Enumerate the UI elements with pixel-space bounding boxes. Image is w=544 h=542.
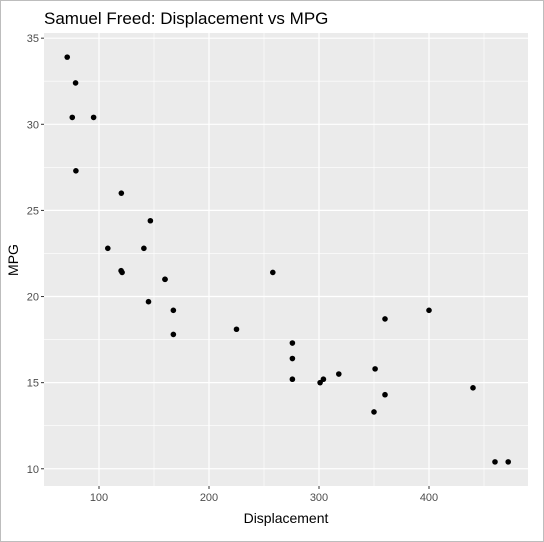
data-point bbox=[73, 80, 79, 86]
data-point bbox=[470, 385, 476, 391]
plot-panel bbox=[44, 33, 528, 486]
data-point bbox=[371, 409, 377, 415]
data-point bbox=[290, 376, 296, 382]
data-point bbox=[119, 270, 125, 276]
y-tick-label: 15 bbox=[27, 378, 39, 390]
chart-title: Samuel Freed: Displacement vs MPG bbox=[44, 9, 328, 28]
data-point bbox=[290, 340, 296, 346]
data-point bbox=[372, 366, 378, 372]
data-point bbox=[270, 270, 276, 276]
data-point bbox=[141, 246, 147, 252]
data-point bbox=[105, 246, 111, 252]
data-point bbox=[148, 218, 154, 224]
y-tick-label: 10 bbox=[27, 464, 39, 476]
x-axis: 100 200 300 400 bbox=[90, 486, 438, 504]
data-point bbox=[91, 115, 97, 121]
data-point bbox=[162, 277, 168, 283]
data-point bbox=[171, 308, 177, 314]
y-axis: 10 15 20 25 30 35 bbox=[27, 33, 44, 476]
data-point bbox=[505, 459, 511, 465]
y-tick-label: 35 bbox=[27, 33, 39, 45]
x-tick-label: 300 bbox=[310, 492, 328, 504]
data-point bbox=[171, 332, 177, 338]
y-tick-label: 20 bbox=[27, 292, 39, 304]
y-tick-label: 25 bbox=[27, 205, 39, 217]
x-tick-label: 100 bbox=[90, 492, 108, 504]
data-point bbox=[382, 316, 388, 322]
y-axis-title: MPG bbox=[5, 244, 21, 276]
data-point bbox=[492, 459, 498, 465]
data-point bbox=[426, 308, 432, 314]
data-point bbox=[119, 190, 125, 196]
data-point bbox=[234, 326, 240, 332]
x-tick-label: 200 bbox=[200, 492, 218, 504]
data-point bbox=[73, 168, 79, 174]
y-tick-label: 30 bbox=[27, 119, 39, 131]
data-point bbox=[317, 380, 323, 386]
data-point bbox=[146, 299, 152, 305]
data-point bbox=[336, 371, 342, 377]
x-axis-title: Displacement bbox=[244, 510, 329, 526]
x-tick-label: 400 bbox=[420, 492, 438, 504]
data-point bbox=[64, 54, 70, 60]
data-point bbox=[69, 115, 75, 121]
data-point bbox=[382, 392, 388, 398]
data-point bbox=[290, 356, 296, 362]
